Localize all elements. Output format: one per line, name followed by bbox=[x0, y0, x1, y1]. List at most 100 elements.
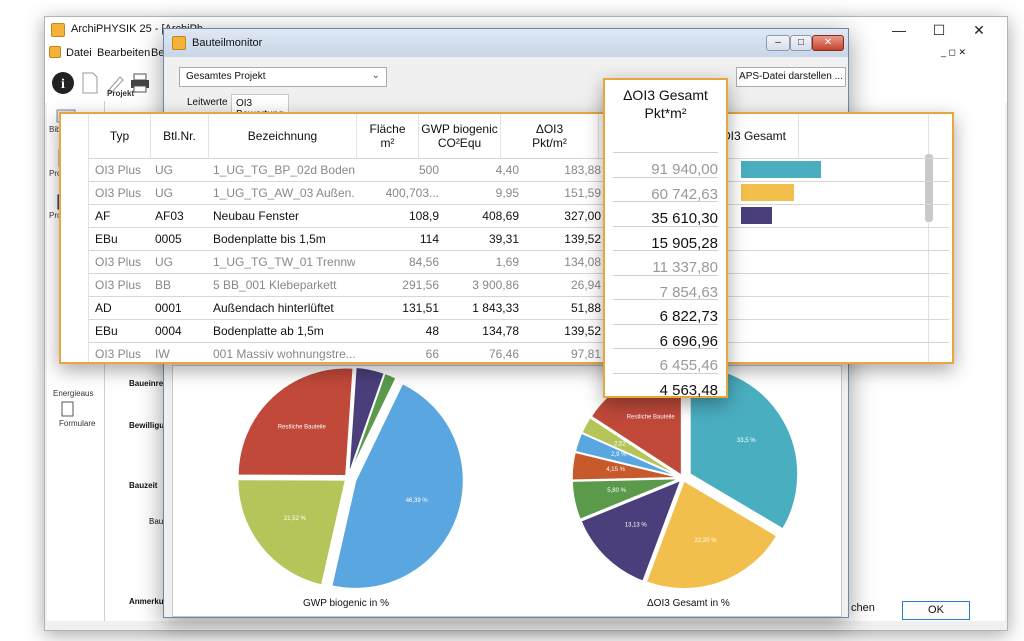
cell-typ: OI3 Plus bbox=[95, 278, 142, 292]
print-icon[interactable] bbox=[129, 72, 151, 94]
cell-btl: AF03 bbox=[155, 209, 184, 223]
popup-unit: Pkt*m² bbox=[644, 105, 687, 121]
pie-label: 22,20 % bbox=[695, 538, 718, 544]
cell-typ: EBu bbox=[95, 324, 118, 338]
pie-label: 13,13 % bbox=[625, 523, 648, 529]
cell-gwp: 1,69 bbox=[495, 255, 519, 269]
cell-bez: Neubau Fenster bbox=[213, 209, 300, 223]
pie-label: 2,52 % bbox=[614, 442, 633, 448]
popup-value: 4 563,48 bbox=[613, 372, 718, 408]
col-btl-nr[interactable]: Btl.Nr. bbox=[151, 114, 209, 158]
col-doi3[interactable]: ΔOI3 Pkt/m² bbox=[501, 114, 599, 158]
cell-btl: 0005 bbox=[155, 232, 182, 246]
table-row[interactable]: OI3 Plus UG 1_UG_TG_TW_01 Trennw... 84,56 1,… bbox=[89, 250, 949, 273]
edit-icon[interactable] bbox=[105, 72, 125, 94]
ok-button[interactable]: OK bbox=[902, 601, 970, 620]
col-oi3-gesamt[interactable]: OI3 Gesamt bbox=[599, 114, 799, 158]
oi3-total-bar bbox=[741, 184, 794, 201]
popup-value: 60 742,63 bbox=[613, 176, 718, 212]
col-flaeche[interactable]: Fläche m² bbox=[357, 114, 419, 158]
col-flaeche-unit: m² bbox=[380, 136, 395, 150]
cell-typ: OI3 Plus bbox=[95, 163, 142, 177]
col-doi3-label: ΔOI3 bbox=[535, 122, 564, 136]
cell-bez: Bodenplatte ab 1,5m bbox=[213, 324, 324, 338]
cell-btl: 0004 bbox=[155, 324, 182, 338]
tab-leitwerte[interactable]: Leitwerte bbox=[187, 97, 228, 108]
component-table: Typ Btl.Nr. Bezeichnung Fläche m² GWP bio… bbox=[59, 112, 954, 364]
popup-value: 7 854,63 bbox=[613, 274, 718, 310]
doi3-pie-chart: 33,5 % 22,20 % 13,13 % 5,80 % 4,15 % 2,9 % 2,5… bbox=[571, 366, 799, 590]
table-row[interactable]: EBu 0004 Bodenplatte ab 1,5m 48 134,78 139,52 bbox=[89, 319, 949, 342]
bauteilmonitor-title-bar: Bauteilmonitor – □ ✕ bbox=[164, 29, 848, 57]
pie-label: 46,39 % bbox=[406, 498, 429, 504]
cell-d: 139,52 bbox=[564, 232, 601, 246]
minimize-icon[interactable]: — bbox=[892, 22, 906, 38]
form-icon bbox=[61, 401, 74, 417]
pie-slice bbox=[580, 416, 681, 478]
popup-title: ΔOI3 Gesamt bbox=[623, 87, 708, 103]
cell-d: 51,88 bbox=[570, 301, 601, 315]
tab-oi3-bewertung[interactable]: OI3 Bewertung bbox=[231, 94, 289, 120]
col-bezeichnung[interactable]: Bezeichnung bbox=[209, 114, 357, 158]
table-row[interactable]: OI3 Plus BB 5 BB_001 Klebeparkett 291,56 3 9… bbox=[89, 273, 949, 296]
table-row[interactable]: AD 0001 Außendach hinterlüftet 131,51 1 843,… bbox=[89, 296, 949, 319]
table-row[interactable]: OI3 Plus UG 1_UG_TG_BP_02d Boden... 500 4,40… bbox=[89, 158, 949, 181]
cell-gwp: 4,40 bbox=[495, 163, 519, 177]
bm-maximize-icon[interactable]: □ bbox=[790, 35, 812, 51]
pie-slice bbox=[330, 382, 465, 590]
col-flaeche-label: Fläche bbox=[369, 122, 406, 136]
pie-label: 33,5 % bbox=[737, 438, 756, 444]
table-row[interactable]: OI3 Plus IW 001 Massiv wohnungstre... 66 76,… bbox=[89, 342, 949, 362]
maximize-icon[interactable]: ☐ bbox=[932, 22, 946, 38]
popup-header: ΔOI3 Gesamt Pkt*m² bbox=[605, 80, 726, 152]
cell-gwp: 134,78 bbox=[482, 324, 519, 338]
label-bauzeit: Bauzeit bbox=[129, 481, 158, 490]
cell-bez: 1_UG_TG_BP_02d Boden... bbox=[213, 163, 355, 177]
bm-close-icon[interactable]: ✕ bbox=[812, 35, 844, 51]
pie-slice bbox=[571, 477, 681, 521]
pie-label: Restliche Bauteile bbox=[278, 424, 327, 430]
table-row[interactable]: OI3 Plus UG 1_UG_TG_AW_03 Außen... 400,703.… bbox=[89, 181, 949, 204]
menu-datei[interactable]: Datei bbox=[66, 47, 92, 59]
pie-slice bbox=[236, 478, 347, 587]
cell-gwp: 408,69 bbox=[482, 209, 519, 223]
info-icon[interactable]: i bbox=[51, 71, 75, 95]
cell-typ: OI3 Plus bbox=[95, 186, 142, 200]
suchen-button[interactable]: chen bbox=[851, 602, 875, 614]
scope-dropdown-value: Gesamtes Projekt bbox=[186, 71, 266, 82]
col-gwp-unit: CO²Equ bbox=[437, 136, 482, 150]
cell-d: 151,59 bbox=[564, 186, 601, 200]
nav-proj-1[interactable]: Proj bbox=[49, 169, 64, 178]
pie-label: 2,9 % bbox=[611, 452, 627, 458]
bm-minimize-icon[interactable]: – bbox=[766, 35, 790, 51]
cell-bez: 1_UG_TG_AW_03 Außen... bbox=[213, 186, 355, 200]
scope-dropdown[interactable]: Gesamtes Projekt ⌄ bbox=[179, 67, 387, 87]
table-scrollbar[interactable] bbox=[925, 154, 933, 222]
nav-proj-2[interactable]: Proj bbox=[49, 211, 64, 220]
cell-fl: 48 bbox=[425, 324, 439, 338]
popup-value: 6 696,96 bbox=[613, 323, 718, 359]
aps-file-button[interactable]: APS-Datei darstellen ... bbox=[736, 67, 846, 87]
oi3-total-bar bbox=[741, 207, 773, 224]
nav-bibl[interactable]: Bibl bbox=[49, 125, 63, 134]
col-typ[interactable]: Typ bbox=[89, 114, 151, 158]
table-row[interactable]: AF AF03 Neubau Fenster 108,9 408,69 327,00 bbox=[89, 204, 949, 227]
new-document-icon[interactable] bbox=[81, 72, 99, 94]
nav-formulare[interactable]: Formulare bbox=[59, 419, 96, 428]
cell-gwp: 1 843,33 bbox=[472, 301, 519, 315]
svg-text:i: i bbox=[61, 77, 65, 92]
menu-app-icon bbox=[49, 46, 61, 58]
cell-bez: Außendach hinterlüftet bbox=[213, 301, 334, 315]
col-gwp[interactable]: GWP biogenic CO²Equ bbox=[419, 114, 501, 158]
menu-bearbeiten[interactable]: Bearbeiten bbox=[97, 47, 151, 59]
cell-btl: UG bbox=[155, 186, 173, 200]
gwp-pie-chart: 46,39 % 21,52 % Restliche Bauteile bbox=[236, 366, 465, 590]
nav-energieausweis[interactable]: Energieaus bbox=[53, 389, 94, 398]
pie-label: 4,15 % bbox=[606, 467, 625, 473]
cell-btl: IW bbox=[155, 347, 170, 361]
cell-typ: OI3 Plus bbox=[95, 347, 142, 361]
close-icon[interactable]: ✕ bbox=[973, 22, 985, 38]
pie-slice bbox=[645, 479, 778, 590]
mdi-buttons-icon[interactable]: _ ◻ ✕ bbox=[941, 47, 967, 57]
table-row[interactable]: EBu 0005 Bodenplatte bis 1,5m 114 39,31 139,5… bbox=[89, 227, 949, 250]
